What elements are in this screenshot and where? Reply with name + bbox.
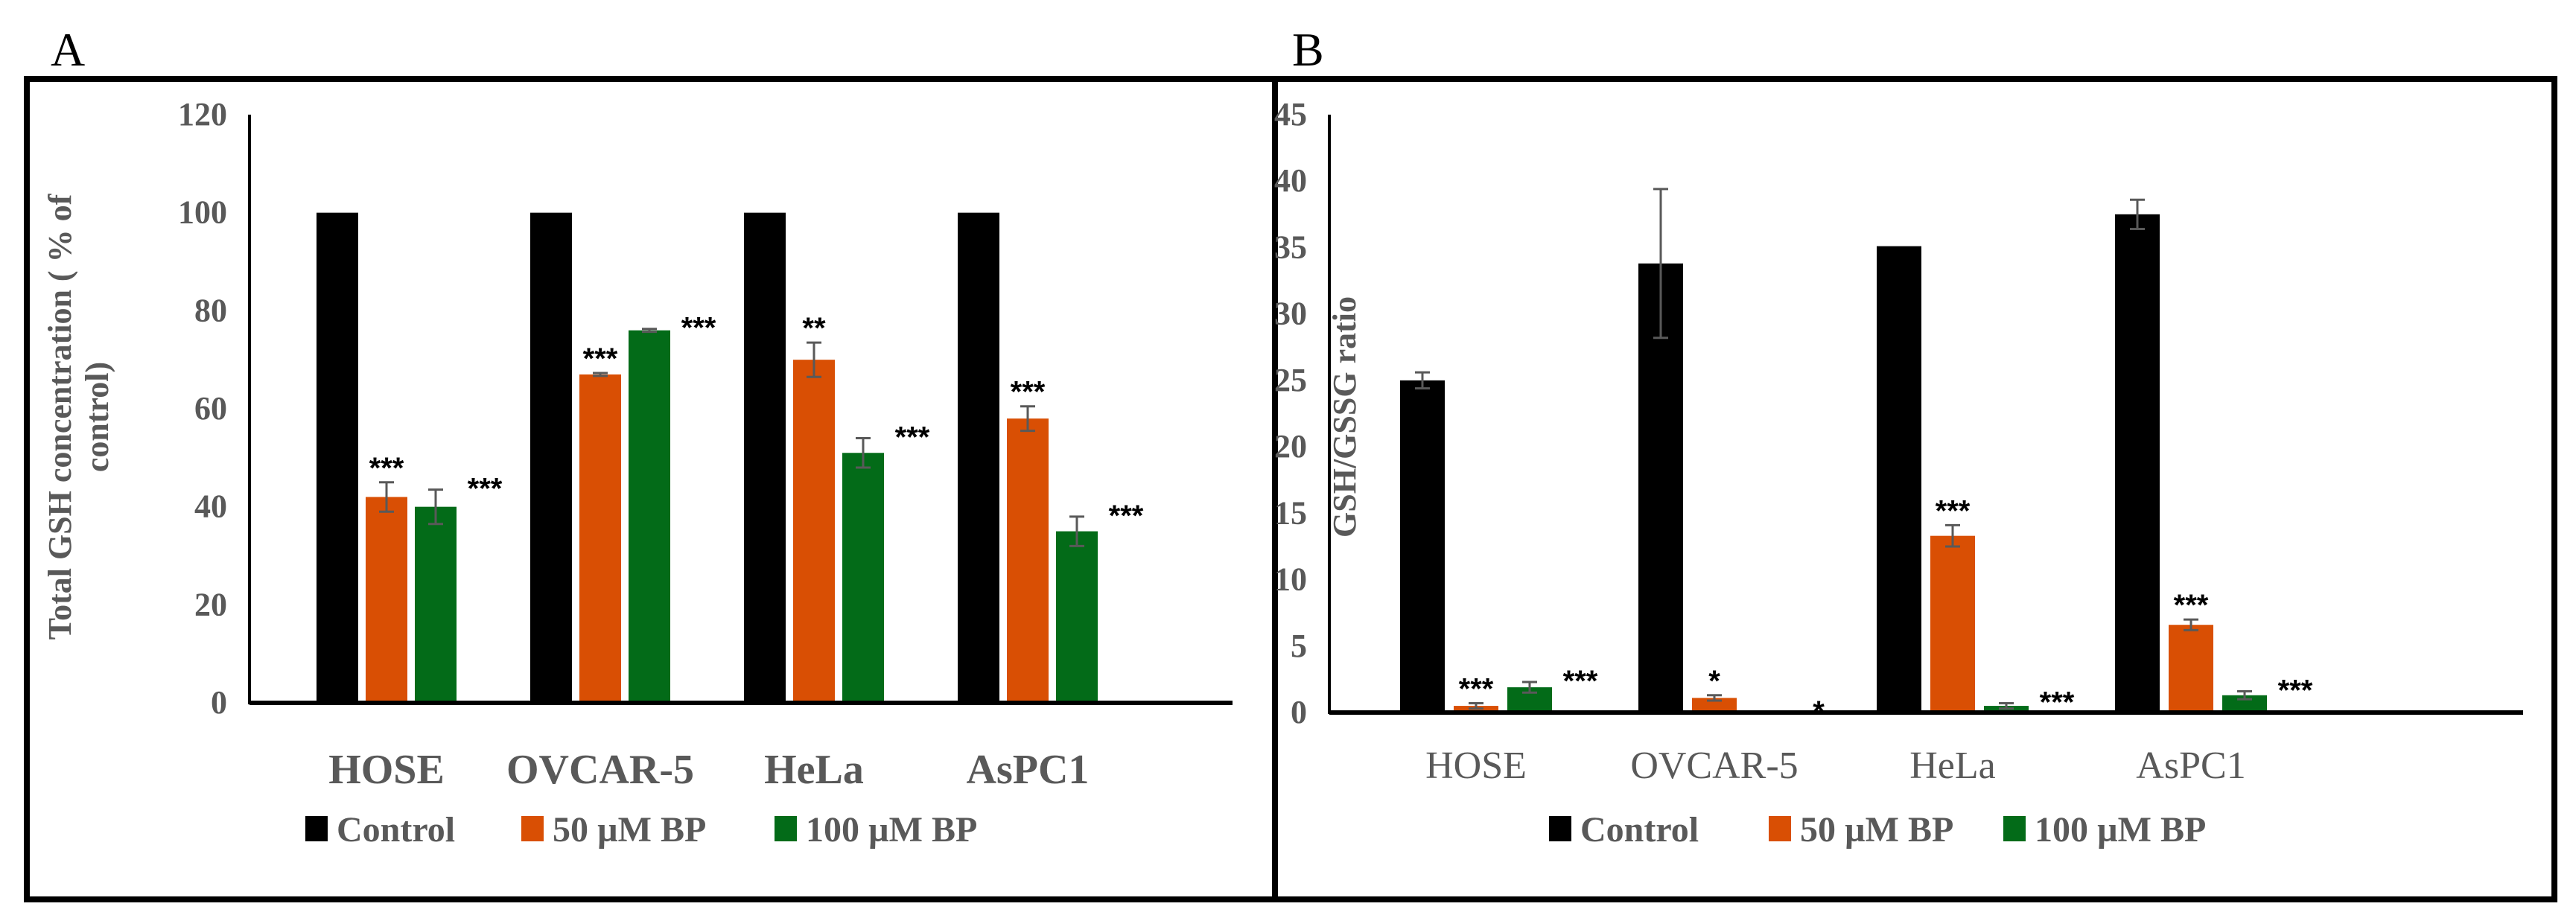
bar-hela-0 — [744, 212, 786, 704]
x-tick-label: HeLa — [764, 747, 864, 793]
significance-label: *** — [895, 421, 930, 454]
x-tick-label: OVCAR-5 — [506, 747, 694, 793]
y-axis-label: control) — [79, 362, 115, 472]
y-tick-label: 80 — [194, 292, 227, 328]
legend-swatch — [1769, 816, 1791, 841]
bar-hose-2 — [415, 506, 457, 703]
y-tick-label: 10 — [1274, 561, 1307, 598]
panel-label-b: B — [1292, 23, 1324, 76]
legend-label: Control — [337, 810, 455, 850]
y-tick-label: 30 — [1274, 296, 1307, 332]
x-tick-label: HeLa — [1909, 745, 1995, 787]
x-tick-label: AsPC1 — [2136, 745, 2245, 787]
bar-aspc1-1 — [2169, 625, 2213, 713]
bar-ovcar-5-1 — [1692, 698, 1737, 713]
y-tick-label: 35 — [1274, 229, 1307, 265]
legend-swatch — [2003, 816, 2026, 841]
x-tick-label: HOSE — [328, 747, 445, 793]
y-axis-label: GSH/GSSG ratio — [1326, 296, 1363, 538]
bar-hose-0 — [317, 212, 358, 704]
legend-label: 100 µM BP — [2035, 810, 2206, 850]
y-tick-label: 40 — [1274, 162, 1307, 199]
legend-label: Control — [1580, 810, 1699, 850]
significance-label: *** — [369, 452, 404, 485]
chart-b: 0 5 10 15 20 25 30 35 40 45 GSH/GSSG ratio *** *** HO… — [1274, 96, 2523, 850]
panel-label-a: A — [51, 23, 85, 76]
y-axis-label: Total GSH concentration ( % of — [42, 193, 78, 640]
significance-label: *** — [1563, 665, 1598, 698]
bar-hela-2 — [842, 453, 884, 703]
legend-swatch — [521, 816, 544, 841]
significance-label: * — [1708, 665, 1720, 698]
significance-label: *** — [2174, 589, 2209, 622]
bar-hela-0 — [1877, 246, 1921, 713]
y-tick-label: 5 — [1291, 628, 1307, 664]
significance-label: *** — [1936, 494, 1971, 527]
significance-label: *** — [681, 312, 716, 345]
y-tick-label: 40 — [194, 488, 227, 525]
y-tick-label: 15 — [1274, 494, 1307, 531]
significance-label: *** — [1459, 673, 1494, 706]
bar-hela-1 — [1930, 535, 1975, 713]
y-tick-label: 45 — [1274, 96, 1307, 133]
legend-label: 100 µM BP — [806, 810, 977, 850]
legend-label: 50 µM BP — [553, 810, 706, 850]
significance-label: *** — [583, 342, 618, 375]
bar-hela-1 — [793, 360, 835, 703]
bar-aspc1-1 — [1007, 418, 1049, 703]
y-tick-label: 60 — [194, 390, 227, 427]
x-tick-label: HOSE — [1425, 745, 1527, 787]
legend-swatch — [1549, 816, 1571, 841]
significance-label: *** — [2278, 674, 2313, 707]
y-tick-label: 120 — [178, 96, 227, 133]
y-tick-label: 100 — [178, 194, 227, 231]
bar-aspc1-2 — [1056, 531, 1098, 703]
panel-b-frame — [1272, 76, 2557, 902]
legend-label: 50 µM BP — [1800, 810, 1953, 850]
significance-label: *** — [1109, 500, 1144, 532]
y-tick-label: 25 — [1274, 362, 1307, 398]
y-tick-label: 0 — [211, 684, 227, 721]
bar-aspc1-0 — [2115, 214, 2160, 713]
significance-label: ** — [802, 312, 826, 345]
bar-aspc1-0 — [958, 212, 999, 704]
chart-a: 0 20 40 60 80 100 120 Total GSH concentration (… — [42, 96, 1233, 850]
y-tick-label: 20 — [194, 586, 227, 622]
legend-swatch — [305, 816, 328, 841]
bar-ovcar-5-0 — [530, 212, 572, 704]
bar-aspc1-2 — [2222, 695, 2267, 713]
bar-ovcar-5-2 — [629, 330, 670, 703]
y-tick-label: 20 — [1274, 428, 1307, 465]
bar-ovcar-5-1 — [579, 374, 621, 703]
bar-hose-0 — [1400, 380, 1445, 713]
significance-label: *** — [1011, 376, 1046, 409]
x-tick-label: OVCAR-5 — [1630, 745, 1798, 787]
significance-label: *** — [468, 473, 503, 506]
bar-hose-1 — [366, 497, 407, 703]
legend-swatch — [775, 816, 797, 841]
y-tick-label: 0 — [1291, 694, 1307, 730]
x-tick-label: AsPC1 — [967, 747, 1090, 793]
